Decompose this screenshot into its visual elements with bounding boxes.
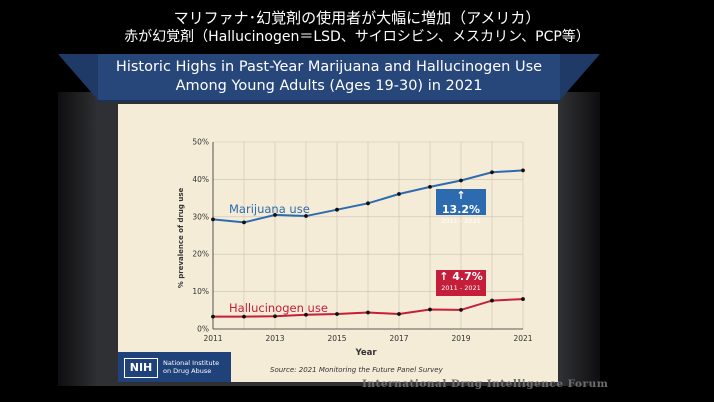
data-point-marijuana [490,170,494,175]
data-point-hallucinogen [242,314,246,319]
watermark: International Drug Intelligence Forum [362,378,609,390]
title-wing-right [560,54,600,100]
data-point-hallucinogen [335,312,339,316]
data-point-hallucinogen [366,310,370,315]
x-axis-ticks: 2011 2013 2015 2017 2019 2021 [203,334,532,343]
x-tick-label: 2013 [265,334,284,343]
y-tick-label: 20% [192,250,209,259]
data-point-marijuana [273,213,277,217]
data-point-marijuana [459,178,463,183]
nih-logo: NIH [124,358,158,378]
nih-name-line-1: National Institute [163,359,220,367]
x-tick-label: 2017 [389,334,408,343]
data-point-marijuana [211,217,215,222]
data-point-marijuana [366,201,370,206]
caption-line-1: マリファナ･幻覚剤の使用者が大幅に増加（アメリカ） [173,9,541,27]
data-point-hallucinogen [304,312,308,317]
x-tick-label: 2021 [513,334,532,343]
caption-line-2: 赤が幻覚剤（Hallucinogen＝LSD、サイロシビン、メスカリン、PCP等… [124,29,590,45]
data-point-hallucinogen [459,308,463,312]
line-chart: 0%10%20%30%40%50% 2011 2013 2015 2017 2019 20… [177,138,533,359]
annotation-hallucinogen-value: ↑ 4.7% [439,270,483,283]
nih-name-line-2: on Drug Abuse [163,367,212,375]
chart-source: Source: 2021 Monitoring the Future Panel… [270,366,443,374]
data-point-hallucinogen [211,314,215,319]
title-wing-left [58,54,98,100]
y-axis-ticks: 0% 10% 20% 30% 40% 50% [192,138,209,334]
y-axis-label: % prevalence of drug use [177,188,185,289]
data-point-marijuana [428,184,432,189]
data-point-marijuana [397,192,401,196]
y-tick-label: 0% [197,325,209,334]
y-tick-label: 30% [192,212,209,221]
data-point-hallucinogen [397,312,401,316]
arrow-up-icon: ↑ [456,189,466,202]
data-point-hallucinogen [521,297,525,301]
annotation-marijuana-range: 2011 - 2021 [441,217,481,225]
panel-side-left [58,92,98,386]
x-tick-label: 2019 [451,334,470,343]
series-label-hallucinogen: Hallucinogen use [229,301,328,315]
chart-subtitle: Among Young Adults (Ages 19-30) in 2021 [175,78,483,94]
series-label-marijuana: Marijuana use [229,202,310,216]
x-axis-label: Year [354,348,377,358]
data-point-marijuana [335,207,339,212]
y-tick-label: 10% [192,287,209,296]
annotation-hallucinogen-increase: ↑ 4.7% 2011 - 2021 [436,270,486,296]
chart-title: Historic Highs in Past-Year Marijuana an… [115,59,543,75]
data-point-marijuana [242,220,246,225]
panel-side-right [560,92,600,386]
annotation-hallucinogen-range: 2011 - 2021 [441,284,481,292]
nih-name: National Institute on Drug Abuse [163,359,219,375]
chart-title-band: Historic Highs in Past-Year Marijuana an… [98,54,560,100]
data-point-hallucinogen [490,298,494,303]
y-tick-label: 50% [192,138,209,147]
data-point-marijuana [521,168,525,173]
chart-card [118,104,558,382]
data-point-hallucinogen [428,307,432,312]
annotation-marijuana-value: ↑ 13.2% [441,189,481,216]
series-points [211,168,525,319]
y-tick-label: 40% [192,175,209,184]
data-point-hallucinogen [273,314,277,319]
data-point-marijuana [304,214,308,218]
x-tick-label: 2011 [203,334,222,343]
nih-logo-block: NIH National Institute on Drug Abuse [118,352,231,382]
annotation-marijuana-increase: ↑ 13.2% 2011 - 2021 [436,189,486,225]
x-tick-label: 2015 [327,334,346,343]
arrow-up-icon: ↑ [439,270,453,283]
